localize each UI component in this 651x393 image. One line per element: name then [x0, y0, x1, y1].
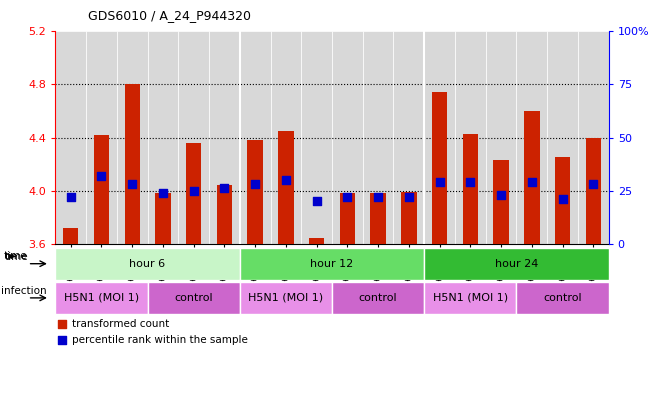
- Bar: [186, 143, 201, 244]
- Bar: [247, 140, 263, 244]
- Point: [66, 194, 76, 200]
- Bar: [555, 158, 570, 244]
- Bar: [124, 84, 140, 244]
- Point: [311, 198, 322, 204]
- Text: transformed count: transformed count: [72, 319, 169, 329]
- Point: [404, 194, 414, 200]
- Point: [434, 179, 445, 185]
- Bar: [117, 31, 148, 244]
- Bar: [424, 282, 516, 314]
- Point: [373, 194, 383, 200]
- Point: [127, 181, 137, 187]
- Bar: [586, 138, 601, 244]
- Bar: [309, 238, 324, 244]
- Bar: [516, 282, 609, 314]
- Bar: [401, 192, 417, 244]
- Bar: [217, 185, 232, 244]
- Bar: [578, 31, 609, 244]
- Bar: [271, 31, 301, 244]
- Bar: [363, 31, 393, 244]
- Text: ►: ►: [3, 251, 17, 261]
- Bar: [148, 31, 178, 244]
- Point: [158, 189, 168, 196]
- Text: percentile rank within the sample: percentile rank within the sample: [72, 334, 248, 345]
- Bar: [332, 31, 363, 244]
- Text: time: time: [3, 251, 27, 261]
- Text: control: control: [544, 293, 582, 303]
- Point: [219, 185, 230, 192]
- Bar: [55, 31, 86, 244]
- Bar: [240, 31, 271, 244]
- Text: hour 12: hour 12: [311, 259, 353, 269]
- Point: [96, 173, 107, 179]
- Bar: [240, 248, 424, 280]
- Bar: [55, 282, 148, 314]
- Text: H5N1 (MOI 1): H5N1 (MOI 1): [433, 293, 508, 303]
- Point: [527, 179, 537, 185]
- Bar: [86, 31, 117, 244]
- Bar: [340, 193, 355, 244]
- Bar: [155, 193, 171, 244]
- Text: GDS6010 / A_24_P944320: GDS6010 / A_24_P944320: [88, 9, 251, 22]
- Point: [465, 179, 475, 185]
- Bar: [178, 31, 209, 244]
- Point: [588, 181, 598, 187]
- Text: infection: infection: [1, 286, 47, 296]
- Bar: [463, 134, 478, 244]
- Text: hour 24: hour 24: [495, 259, 538, 269]
- Bar: [516, 31, 547, 244]
- Bar: [424, 248, 609, 280]
- Bar: [55, 248, 240, 280]
- Point: [496, 192, 506, 198]
- Bar: [370, 193, 386, 244]
- Bar: [432, 92, 447, 244]
- Point: [342, 194, 353, 200]
- Bar: [148, 282, 240, 314]
- Bar: [424, 31, 455, 244]
- Point: [250, 181, 260, 187]
- Point: [281, 177, 291, 183]
- Text: hour 6: hour 6: [130, 259, 165, 269]
- Bar: [94, 135, 109, 244]
- Text: control: control: [359, 293, 397, 303]
- Bar: [63, 228, 78, 244]
- Bar: [332, 282, 424, 314]
- Text: H5N1 (MOI 1): H5N1 (MOI 1): [248, 293, 324, 303]
- Text: control: control: [174, 293, 213, 303]
- Point: [57, 336, 67, 343]
- Bar: [209, 31, 240, 244]
- Text: time: time: [5, 252, 28, 262]
- Point: [557, 196, 568, 202]
- Text: H5N1 (MOI 1): H5N1 (MOI 1): [64, 293, 139, 303]
- Point: [57, 321, 67, 327]
- Bar: [547, 31, 578, 244]
- Bar: [278, 131, 294, 244]
- Bar: [493, 160, 509, 244]
- Bar: [524, 111, 540, 244]
- Point: [189, 187, 199, 194]
- Bar: [240, 282, 332, 314]
- Bar: [486, 31, 516, 244]
- Bar: [301, 31, 332, 244]
- Bar: [393, 31, 424, 244]
- Bar: [455, 31, 486, 244]
